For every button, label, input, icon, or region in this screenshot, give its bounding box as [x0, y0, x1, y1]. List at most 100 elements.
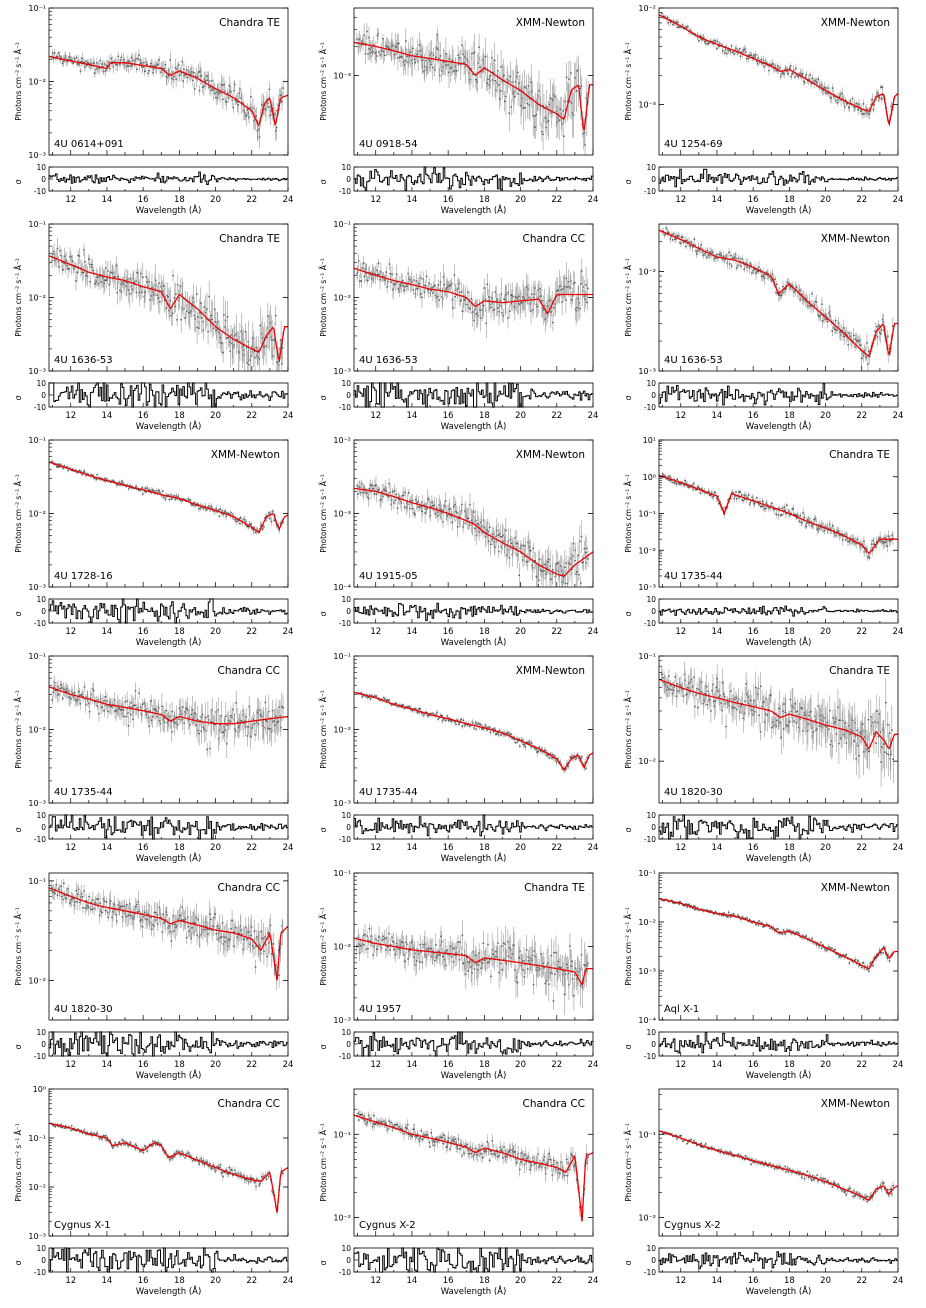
x-tick-label: 16 [138, 627, 149, 637]
plot-frame [353, 7, 594, 156]
x-tick-label: 24 [893, 411, 904, 421]
x-tick-label: 18 [479, 195, 490, 205]
source-label: 4U 1636-53 [54, 355, 113, 366]
y-axis-ticks [659, 7, 898, 105]
x-tick-label: 24 [283, 411, 294, 421]
source-label: 4U 1636-53 [664, 355, 723, 366]
model-curve [48, 461, 289, 534]
x-tick-label: 22 [856, 195, 867, 205]
x-tick-label: 24 [893, 195, 904, 205]
error-bars [356, 253, 589, 338]
x-tick-label: 18 [174, 195, 185, 205]
y-tick-label: 10⁻³ [333, 367, 351, 376]
x-tick-label: 24 [588, 195, 599, 205]
residual-tick-label: 0 [346, 391, 351, 400]
residual-tick-label: -10 [339, 619, 351, 628]
x-tick-label: 18 [174, 411, 185, 421]
residual-tick-label: 0 [651, 391, 656, 400]
x-tick-label: 20 [210, 195, 221, 205]
x-axis-label: Wavelength (Å) [746, 204, 812, 216]
x-tick-label: 18 [479, 411, 490, 421]
x-tick-label: 12 [65, 627, 76, 637]
y-tick-label: 10⁻¹ [28, 4, 46, 13]
model-curve [353, 267, 593, 315]
instrument-label: Chandra TE [219, 233, 280, 245]
y-tick-label: 10⁻³ [638, 367, 656, 376]
y-tick-label: 10⁻² [333, 294, 351, 303]
y-axis-label: Photons cm⁻² s⁻¹ Å⁻¹ [319, 258, 328, 337]
x-tick-label: 14 [407, 627, 418, 637]
source-label: 4U 1254-69 [664, 139, 723, 150]
residual-tick-label: -10 [339, 187, 351, 196]
x-tick-label: 12 [65, 195, 76, 205]
plot-frame [353, 223, 594, 372]
x-axis-label: Wavelength (Å) [441, 636, 507, 648]
instrument-label: XMM-Newton [211, 449, 280, 461]
y-axis-ticks [49, 439, 288, 588]
residual-steps [353, 166, 593, 191]
source-label: 4U 1915-05 [359, 571, 418, 582]
x-axis-label: Wavelength (Å) [441, 420, 507, 432]
model-curve [658, 229, 898, 358]
residual-tick-label: 10 [646, 163, 656, 172]
residual-tick-label: 0 [41, 607, 46, 616]
spectrum-panel-7: 10⁻¹ 10⁻² 10⁻³ Photons cm⁻² s⁻¹ Å⁻¹ XMM-Newt… [14, 436, 293, 648]
y-tick-label: 10⁻³ [28, 583, 46, 592]
residual-axis-label: σ [14, 611, 23, 616]
x-tick-label: 20 [820, 195, 831, 205]
residual-tick-label: 0 [346, 607, 351, 616]
residual-tick-label: 10 [36, 595, 46, 604]
source-label: 4U 0918-54 [359, 139, 418, 150]
x-tick-label: 20 [515, 195, 526, 205]
y-tick-label: 10⁻³ [333, 510, 351, 519]
y-axis-ticks [354, 223, 593, 372]
spectrum-panel-4: 10⁻¹ 10⁻² 10⁻³ Photons cm⁻² s⁻¹ Å⁻¹ Chandra … [14, 220, 293, 432]
y-tick-label: 10⁻³ [28, 151, 46, 160]
error-bars [356, 22, 589, 155]
x-tick-label: 24 [588, 411, 599, 421]
x-tick-label: 16 [138, 411, 149, 421]
spectrum-panel-6: 10⁻² 10⁻³ Photons cm⁻² s⁻¹ Å⁻¹ XMM-Newton 4U… [624, 223, 904, 432]
residual-tick-label: 10 [341, 163, 351, 172]
instrument-label: XMM-Newton [516, 17, 585, 29]
residual-steps [353, 382, 593, 408]
y-tick-label: 10⁻⁴ [333, 583, 351, 592]
residual-axis-label: σ [319, 395, 328, 400]
y-axis-ticks [354, 7, 593, 76]
residual-tick-label: 0 [41, 391, 46, 400]
residual-steps [353, 602, 593, 621]
x-axis-label: Wavelength (Å) [136, 420, 202, 432]
model-curve [48, 255, 288, 363]
x-tick-label: 12 [370, 627, 381, 637]
x-tick-label: 12 [370, 195, 381, 205]
x-tick-label: 20 [515, 627, 526, 637]
source-label: 4U 1636-53 [359, 355, 418, 366]
residual-tick-label: -10 [339, 403, 351, 412]
residual-tick-label: 0 [41, 175, 46, 184]
residual-tick-label: 10 [341, 595, 351, 604]
residual-tick-label: -10 [34, 187, 46, 196]
y-tick-label: 10⁻¹ [28, 220, 46, 229]
source-label: 4U 0614+091 [54, 139, 124, 150]
x-tick-label: 20 [210, 627, 221, 637]
x-tick-label: 12 [675, 411, 686, 421]
plot-frame [658, 223, 899, 372]
y-tick-label: 10⁻³ [333, 71, 351, 80]
y-tick-label: 10⁻² [28, 294, 46, 303]
x-tick-label: 14 [102, 627, 113, 637]
residual-tick-label: 10 [646, 379, 656, 388]
x-axis-label: Wavelength (Å) [136, 636, 202, 648]
residual-steps [658, 383, 898, 406]
source-label: 4U 1728-16 [54, 571, 113, 582]
model-curve [658, 14, 899, 127]
y-axis-label: Photons cm⁻² s⁻¹ Å⁻¹ [14, 42, 23, 121]
x-tick-label: 18 [479, 627, 490, 637]
residual-axis-label: σ [14, 395, 23, 400]
x-tick-label: 12 [370, 411, 381, 421]
x-tick-label: 16 [443, 195, 454, 205]
residual-tick-label: -10 [644, 403, 656, 412]
residual-tick-label: 10 [36, 163, 46, 172]
x-tick-label: 20 [210, 411, 221, 421]
residual-tick-label: 10 [341, 379, 351, 388]
